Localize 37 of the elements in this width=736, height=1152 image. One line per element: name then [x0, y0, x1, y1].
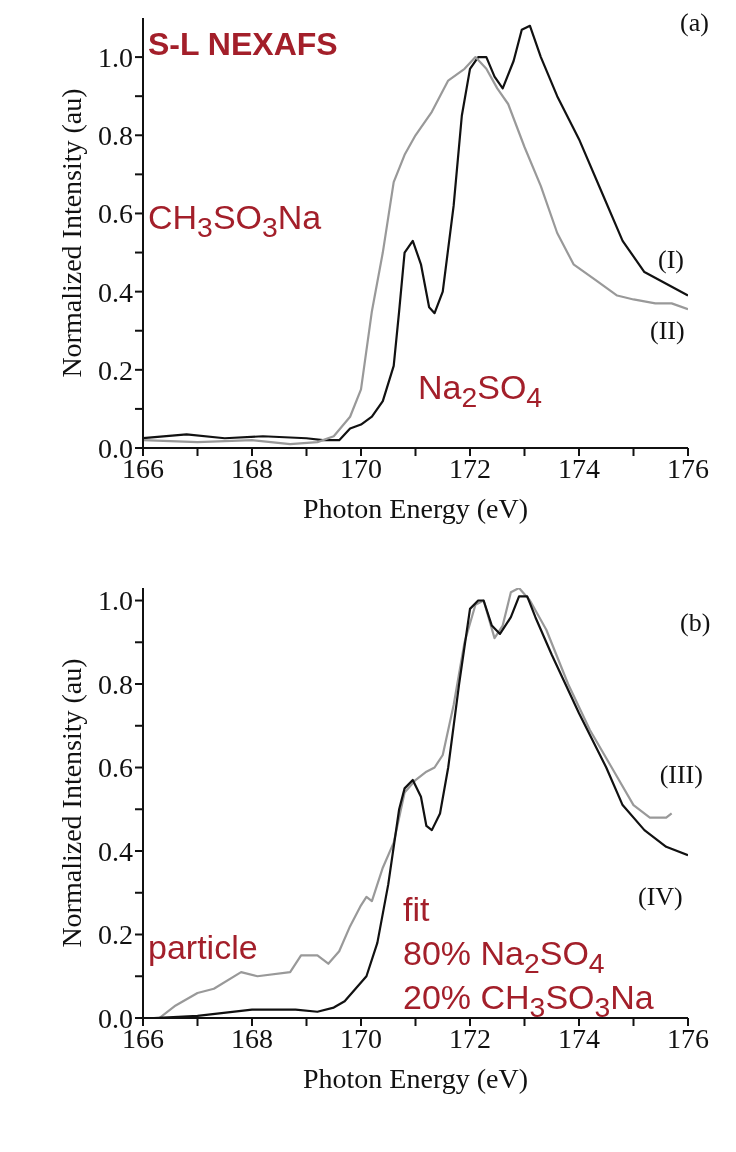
x-tick-label: 172	[449, 1022, 491, 1054]
series-label: (IV)	[638, 882, 683, 912]
y-tick-label: 0.8	[98, 120, 133, 152]
annotation: Na$_{2}$SO$_{4}$	[418, 368, 543, 414]
chart-title: S-L NEXAFS	[148, 26, 338, 63]
y-tick-label: 1.0	[98, 42, 133, 74]
x-tick-label: 170	[340, 1022, 382, 1054]
y-tick-label: 0.2	[98, 354, 133, 386]
x-tick-label: 172	[449, 452, 491, 484]
y-axis-title: Normalized Intensity (au)	[55, 88, 87, 378]
y-tick-label: 0.4	[98, 835, 133, 867]
series-label: (I)	[658, 244, 684, 274]
y-tick-label: 0.6	[98, 198, 133, 230]
y-tick-label: 0.2	[98, 919, 133, 951]
y-tick-label: 0.8	[98, 668, 133, 700]
x-tick-label: 170	[340, 452, 382, 484]
y-tick-label: 1.0	[98, 585, 133, 617]
x-tick-label: 168	[231, 1022, 273, 1054]
annotation: particle	[148, 928, 258, 967]
x-tick-label: 174	[558, 1022, 600, 1054]
annotation: 20% CH$_{3}$SO$_{3}$Na	[403, 978, 654, 1024]
y-tick-label: 0.6	[98, 752, 133, 784]
annotation: (b)	[680, 608, 711, 638]
x-tick-label: 176	[667, 452, 709, 484]
x-axis-title: Photon Energy (eV)	[303, 493, 528, 524]
annotation: fit	[403, 890, 430, 929]
series-label: (II)	[650, 316, 685, 346]
x-tick-label: 168	[231, 452, 273, 484]
x-axis-title: Photon Energy (eV)	[303, 1063, 528, 1094]
x-tick-label: 174	[558, 452, 600, 484]
x-tick-label: 176	[667, 1022, 709, 1054]
annotation: 80% Na$_{2}$SO$_{4}$	[403, 934, 605, 980]
annotation: (a)	[680, 8, 709, 38]
series-label: (III)	[659, 760, 703, 790]
annotation: CH$_{3}$SO$_{3}$Na	[148, 198, 322, 244]
y-axis-title: Normalized Intensity (au)	[55, 658, 87, 948]
y-tick-label: 0.4	[98, 276, 133, 308]
